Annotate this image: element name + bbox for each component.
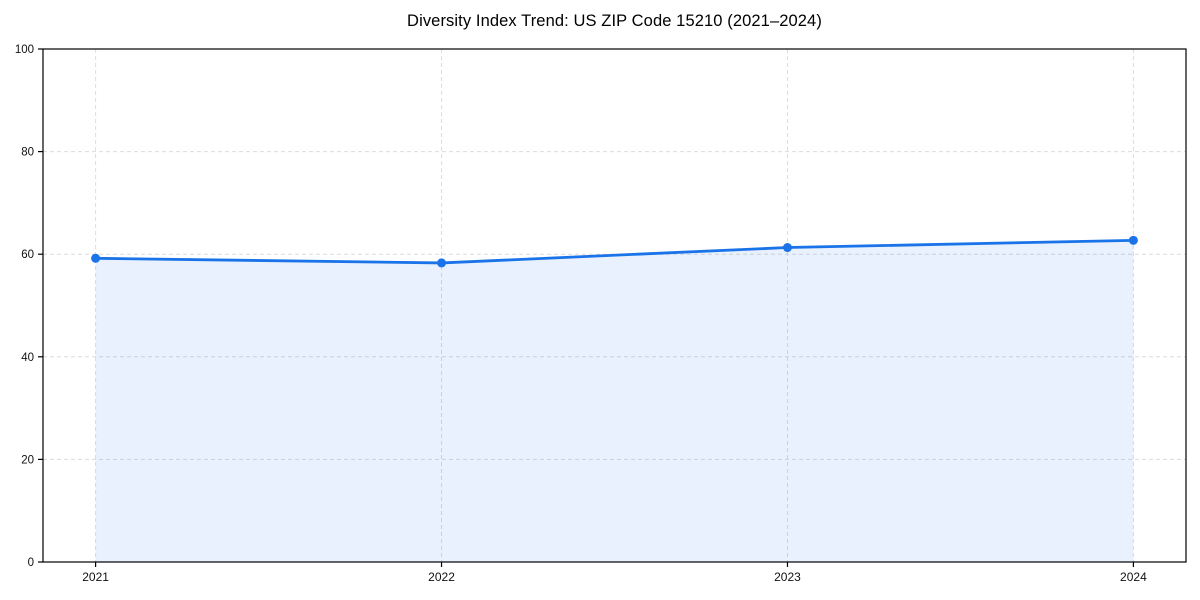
x-tick-label: 2021: [82, 570, 109, 584]
y-tick-label: 0: [28, 557, 34, 569]
x-tick-label: 2022: [428, 570, 455, 584]
chart-title: Diversity Index Trend: US ZIP Code 15210…: [407, 12, 822, 30]
y-tick-label: 40: [21, 352, 34, 364]
data-point-2023: [782, 243, 792, 253]
area-fill: [95, 240, 1134, 562]
data-point-2021: [91, 253, 101, 263]
data-point-2022: [437, 258, 447, 268]
axis-frame: [42, 48, 1187, 563]
y-tick-label: 20: [21, 454, 34, 466]
data-point-2024: [1128, 235, 1138, 245]
y-tick-label: 100: [15, 44, 34, 56]
y-tick-label: 60: [21, 249, 34, 261]
x-tick-label: 2024: [1120, 570, 1147, 584]
x-tick-label: 2023: [774, 570, 801, 584]
trend-line: [94, 238, 1135, 265]
y-tick-label: 80: [21, 147, 34, 159]
